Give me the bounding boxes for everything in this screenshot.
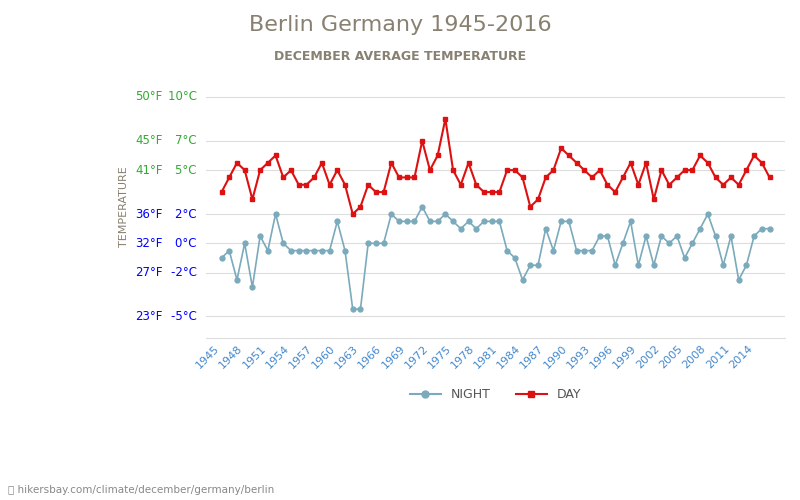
DAY: [410, 174, 419, 180]
NIGHT: [765, 226, 774, 232]
Line: DAY: DAY: [219, 116, 772, 216]
Text: 23°F: 23°F: [135, 310, 162, 323]
DAY: [734, 182, 743, 188]
DAY: [765, 174, 774, 180]
Y-axis label: TEMPERATURE: TEMPERATURE: [119, 166, 129, 247]
Text: 5°C: 5°C: [175, 164, 200, 176]
Line: NIGHT: NIGHT: [219, 204, 772, 312]
NIGHT: [418, 204, 427, 210]
DAY: [441, 116, 450, 122]
NIGHT: [734, 277, 743, 283]
Text: ⭕ hikersbay.com/climate/december/germany/berlin: ⭕ hikersbay.com/climate/december/germany…: [8, 485, 274, 495]
NIGHT: [541, 226, 550, 232]
DAY: [579, 167, 589, 173]
NIGHT: [217, 255, 226, 261]
DAY: [602, 182, 612, 188]
Text: 36°F: 36°F: [135, 208, 162, 220]
NIGHT: [348, 306, 358, 312]
Text: 32°F: 32°F: [135, 237, 162, 250]
Text: 50°F: 50°F: [135, 90, 162, 104]
Text: DECEMBER AVERAGE TEMPERATURE: DECEMBER AVERAGE TEMPERATURE: [274, 50, 526, 63]
NIGHT: [579, 248, 589, 254]
NIGHT: [602, 233, 612, 239]
Text: 10°C: 10°C: [167, 90, 200, 104]
Text: 27°F: 27°F: [135, 266, 162, 279]
Text: Berlin Germany 1945-2016: Berlin Germany 1945-2016: [249, 15, 551, 35]
Text: -5°C: -5°C: [170, 310, 200, 323]
DAY: [294, 182, 303, 188]
Legend: NIGHT, DAY: NIGHT, DAY: [405, 383, 586, 406]
NIGHT: [294, 248, 303, 254]
Text: -2°C: -2°C: [170, 266, 200, 279]
DAY: [217, 189, 226, 195]
Text: 2°C: 2°C: [175, 208, 200, 220]
Text: 0°C: 0°C: [175, 237, 200, 250]
DAY: [348, 211, 358, 217]
Text: 45°F: 45°F: [135, 134, 162, 147]
Text: 7°C: 7°C: [175, 134, 200, 147]
Text: 41°F: 41°F: [135, 164, 162, 176]
NIGHT: [410, 218, 419, 224]
DAY: [541, 174, 550, 180]
